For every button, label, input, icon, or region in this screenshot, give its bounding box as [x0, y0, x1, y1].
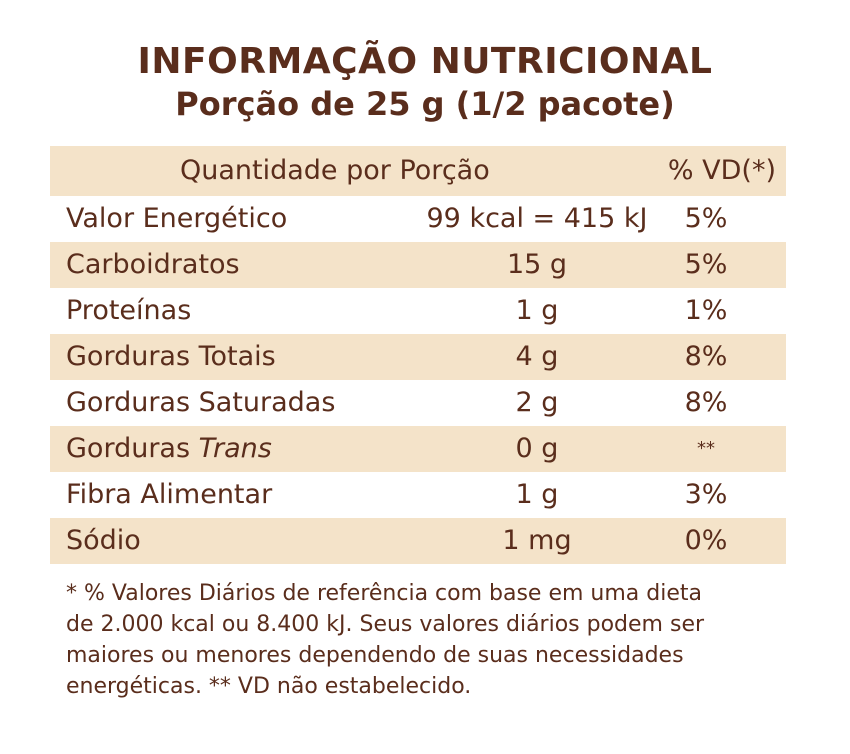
footnote-line: energéticas. ** VD não estabelecido. — [66, 674, 472, 699]
table-row: Gorduras Saturadas 2 g 8% — [50, 380, 786, 426]
footnote-line: * % Valores Diários de referência com ba… — [66, 581, 702, 606]
table-row: Proteínas 1 g 1% — [50, 288, 786, 334]
table-row: Carboidratos 15 g 5% — [50, 242, 786, 288]
nutrient-vd: 8% — [684, 387, 728, 418]
nutrient-name: Carboidratos — [66, 249, 240, 280]
table-row: Sódio 1 mg 0% — [50, 518, 786, 564]
footnote-line: maiores ou menores dependendo de suas ne… — [66, 643, 684, 668]
nutrient-name-italic: Trans — [198, 433, 272, 464]
table-row: Fibra Alimentar 1 g 3% — [50, 472, 786, 518]
nutrient-name: Sódio — [66, 525, 141, 556]
footnote: * % Valores Diários de referência com ba… — [66, 578, 786, 702]
footnote-line: de 2.000 kcal ou 8.400 kJ. Seus valores … — [66, 612, 705, 637]
nutrient-quantity: 2 g — [515, 387, 559, 418]
nutrient-name: Valor Energético — [66, 203, 288, 234]
nutrient-quantity: 1 mg — [502, 525, 572, 556]
title: INFORMAÇÃO NUTRICIONAL — [137, 41, 713, 82]
nutrient-vd: 5% — [684, 249, 728, 280]
table-row: Gorduras Totais 4 g 8% — [50, 334, 786, 380]
nutrient-vd: 8% — [684, 341, 728, 372]
nutrient-quantity: 1 g — [515, 295, 559, 326]
table-row: Valor Energético 99 kcal = 415 kJ 5% — [50, 196, 786, 242]
nutrient-quantity: 99 kcal = 415 kJ — [426, 203, 648, 234]
nutrient-name: Gorduras Saturadas — [66, 387, 336, 418]
nutrient-vd: 0% — [684, 525, 728, 556]
nutrient-vd: 1% — [684, 295, 728, 326]
serving-size: Porção de 25 g (1/2 pacote) — [175, 85, 675, 123]
nutrient-quantity: 15 g — [506, 249, 568, 280]
nutrient-quantity: 4 g — [515, 341, 559, 372]
nutrient-vd: 5% — [684, 203, 728, 234]
nutrient-vd: 3% — [684, 479, 728, 510]
nutrient-name: Proteínas — [66, 295, 192, 326]
nutrition-table: Quantidade por Porção % VD(*) Valor Ener… — [50, 146, 786, 564]
nutrient-name: Fibra Alimentar — [66, 479, 273, 510]
nutrient-name: Gorduras Trans — [66, 426, 272, 472]
table-row: Gorduras Trans 0 g ** — [50, 426, 786, 472]
nutrient-quantity: 1 g — [515, 479, 559, 510]
nutrient-vd: ** — [697, 438, 715, 459]
table-header: Quantidade por Porção % VD(*) — [50, 146, 786, 196]
quantity-header: Quantidade por Porção — [180, 155, 490, 186]
nutrient-name-prefix: Gorduras — [66, 433, 199, 464]
vd-header: % VD(*) — [667, 155, 776, 186]
nutrient-quantity: 0 g — [515, 433, 559, 464]
nutrient-name: Gorduras Totais — [66, 341, 276, 372]
